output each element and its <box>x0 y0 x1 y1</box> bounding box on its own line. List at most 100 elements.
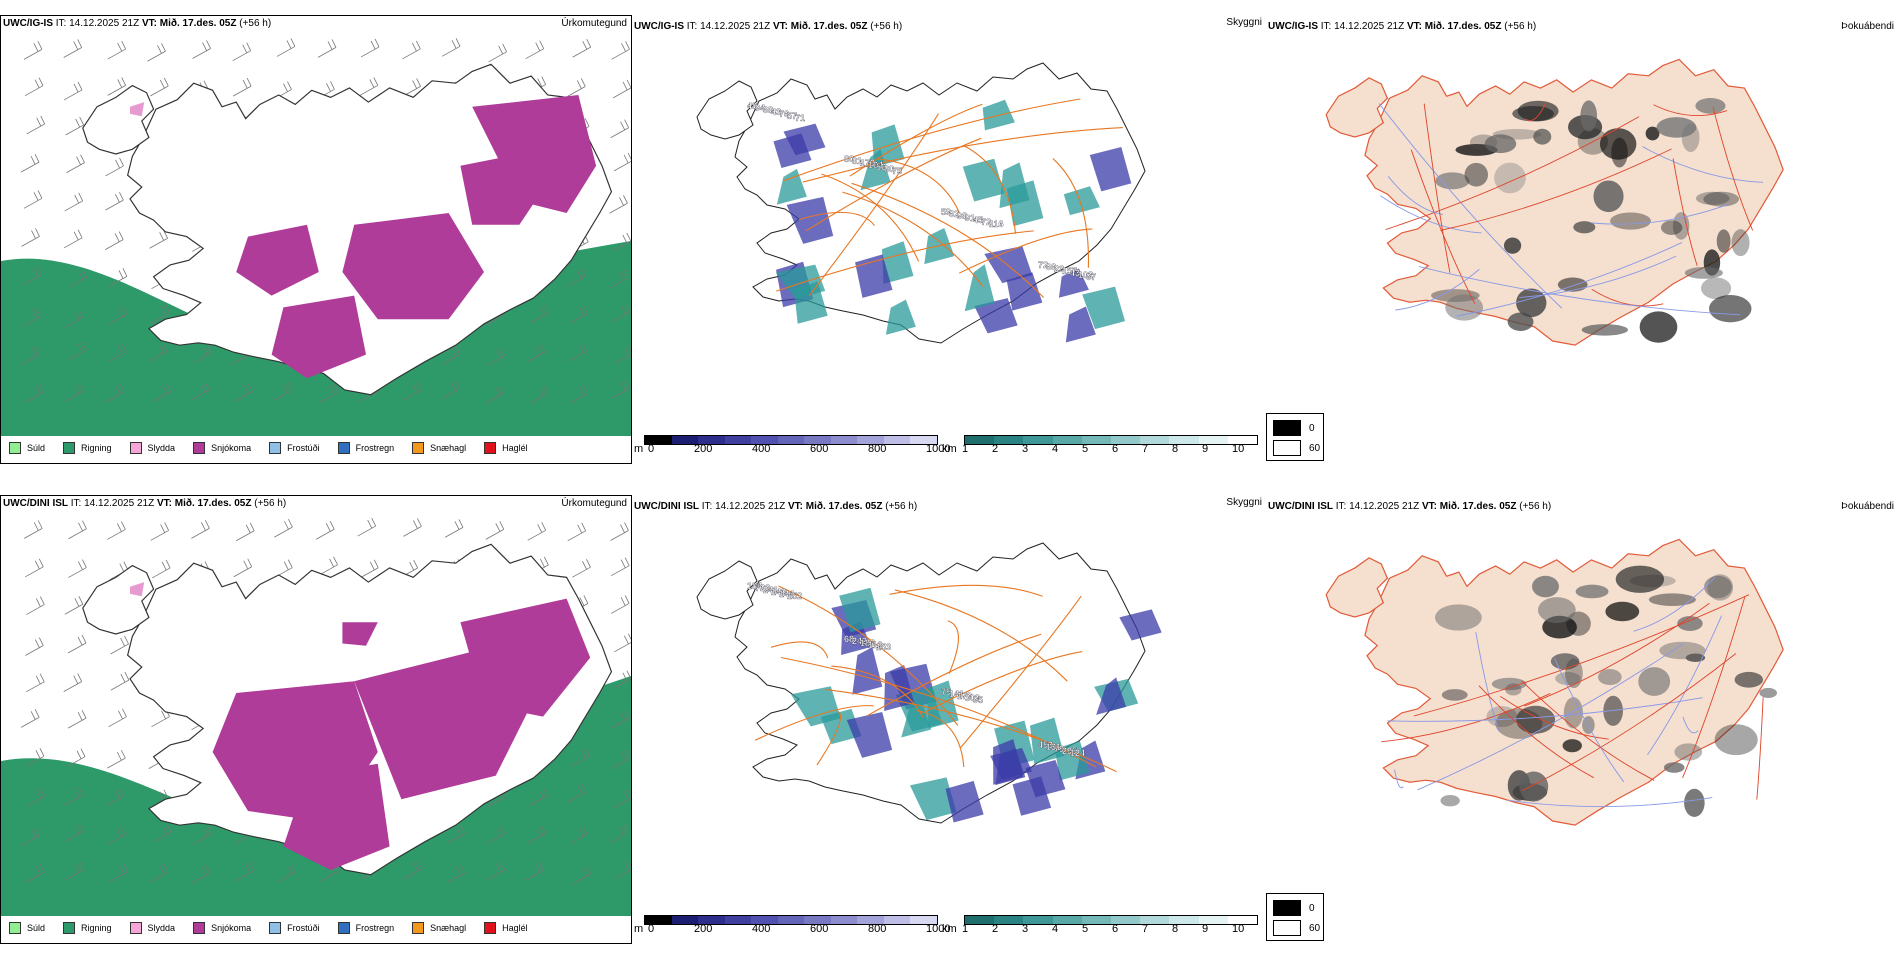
legend-swatch <box>63 922 76 934</box>
fog-indicator-panel: UWC/DINI ISL IT: 14.12.2025 21Z VT: Mið.… <box>1266 495 1900 955</box>
road <box>776 230 1034 292</box>
lead-time: (+56 h) <box>1519 501 1552 512</box>
wind-barb <box>530 304 549 323</box>
wind-barb <box>402 382 422 401</box>
height-tick: 800 <box>868 923 887 935</box>
visibility-value-label: 179 <box>860 158 875 168</box>
river <box>1553 657 1625 783</box>
legend-swatch <box>193 442 206 454</box>
westfjords-land <box>1325 557 1389 618</box>
wind-barb <box>486 825 506 845</box>
fog-blob <box>1503 237 1522 254</box>
fog-blob <box>1684 788 1705 818</box>
visibility-area <box>945 780 984 823</box>
fog-blob <box>1484 134 1517 154</box>
fog-blob <box>1597 668 1622 686</box>
visibility-area <box>855 254 893 298</box>
wind-barb <box>403 518 422 537</box>
wind-barb <box>105 787 124 807</box>
legend-swatch <box>412 922 425 934</box>
legend-label: Haglél <box>502 923 528 933</box>
road <box>806 137 982 232</box>
visibility-unit: km <box>942 443 957 455</box>
fog-blob <box>1519 771 1549 802</box>
legend-item: Snæhagl <box>406 442 466 454</box>
wind-barb <box>611 750 631 769</box>
wind-barb <box>402 40 421 60</box>
wind-barb <box>23 520 43 539</box>
legend-swatch <box>269 922 282 934</box>
lead-time: (+56 h) <box>1504 21 1537 32</box>
wind-barb <box>609 824 629 844</box>
road <box>780 656 1096 768</box>
wind-barb <box>108 343 127 363</box>
legend-label: Slydda <box>147 443 176 453</box>
road <box>889 584 1043 597</box>
river <box>1395 268 1480 311</box>
visibility-map: 48 80 59 72 94 81 62 66 68 179 98 23 43 104 91 157 76 56 4… <box>696 62 1146 344</box>
visibility-area <box>962 158 1005 202</box>
visibility-value-label: 45 <box>973 215 983 225</box>
fog-blob <box>1639 311 1678 343</box>
fog-blob <box>1645 126 1660 141</box>
visibility-value-label: 62 <box>949 209 959 219</box>
visibility-value-label: 79 <box>1054 744 1064 754</box>
visibility-area <box>839 587 881 633</box>
wind-barb <box>21 346 41 365</box>
visibility-tick: 8 <box>1172 923 1179 935</box>
legend-swatch <box>193 922 206 934</box>
wind-barb <box>105 191 124 211</box>
legend-item: Rigning <box>57 442 112 454</box>
road <box>802 126 1123 183</box>
precip-title: Úrkomutegund <box>561 18 627 29</box>
height-tick: 400 <box>752 443 771 455</box>
wind-barb <box>567 268 586 287</box>
visibility-tick: 4 <box>1052 923 1059 935</box>
road <box>851 182 1045 298</box>
precip-map <box>1 517 631 916</box>
visibility-value-label: 71 <box>795 113 805 123</box>
wind-barb <box>26 673 45 693</box>
wind-barb <box>446 825 465 844</box>
wind-barb <box>149 230 168 249</box>
legend-swatch <box>63 442 76 454</box>
visibility-area <box>1065 306 1096 343</box>
wind-barb <box>614 860 631 880</box>
visibility-area <box>1030 717 1065 764</box>
wind-barb <box>233 558 253 578</box>
visibility-value-label: 72 <box>981 217 991 227</box>
lead-time: (+56 h) <box>885 501 918 512</box>
legend-label: Frostregn <box>355 443 395 453</box>
legend-swatch <box>484 922 497 934</box>
wind-barb <box>193 826 212 845</box>
wind-barb <box>611 41 630 60</box>
wind-barb <box>105 384 125 403</box>
legend-item: Frostúði <box>263 442 320 454</box>
visibility-tick: 1 <box>962 443 969 455</box>
westfjords-outline <box>82 564 155 635</box>
fog-blob <box>1731 229 1750 257</box>
legend-item: Frostregn <box>332 922 394 934</box>
visibility-value-label: 186 <box>860 638 875 648</box>
wind-barb <box>64 786 83 806</box>
wind-barb <box>441 346 461 365</box>
wind-barb <box>105 157 124 177</box>
legend-swatch <box>9 442 21 454</box>
wind-barb <box>614 345 631 365</box>
visibility-value-label: 102 <box>1078 270 1093 280</box>
precip-title: Úrkomutegund <box>561 498 627 509</box>
wind-barb <box>25 558 44 578</box>
fog-blob <box>1615 565 1665 593</box>
fog-blob <box>1656 117 1697 138</box>
wind-barb <box>571 747 590 767</box>
wind-barb <box>23 190 43 209</box>
height-tick: 0 <box>648 443 655 455</box>
legend-item: Slydda <box>124 442 176 454</box>
visibility-value-label: 43 <box>771 107 781 117</box>
wind-barb <box>319 556 338 576</box>
fog-blob <box>1704 575 1732 599</box>
visibility-tick: 6 <box>1112 923 1119 935</box>
fog-legend-0: 0 <box>1273 900 1315 916</box>
visibility-value-label: 94 <box>755 103 765 113</box>
road <box>1682 597 1746 779</box>
